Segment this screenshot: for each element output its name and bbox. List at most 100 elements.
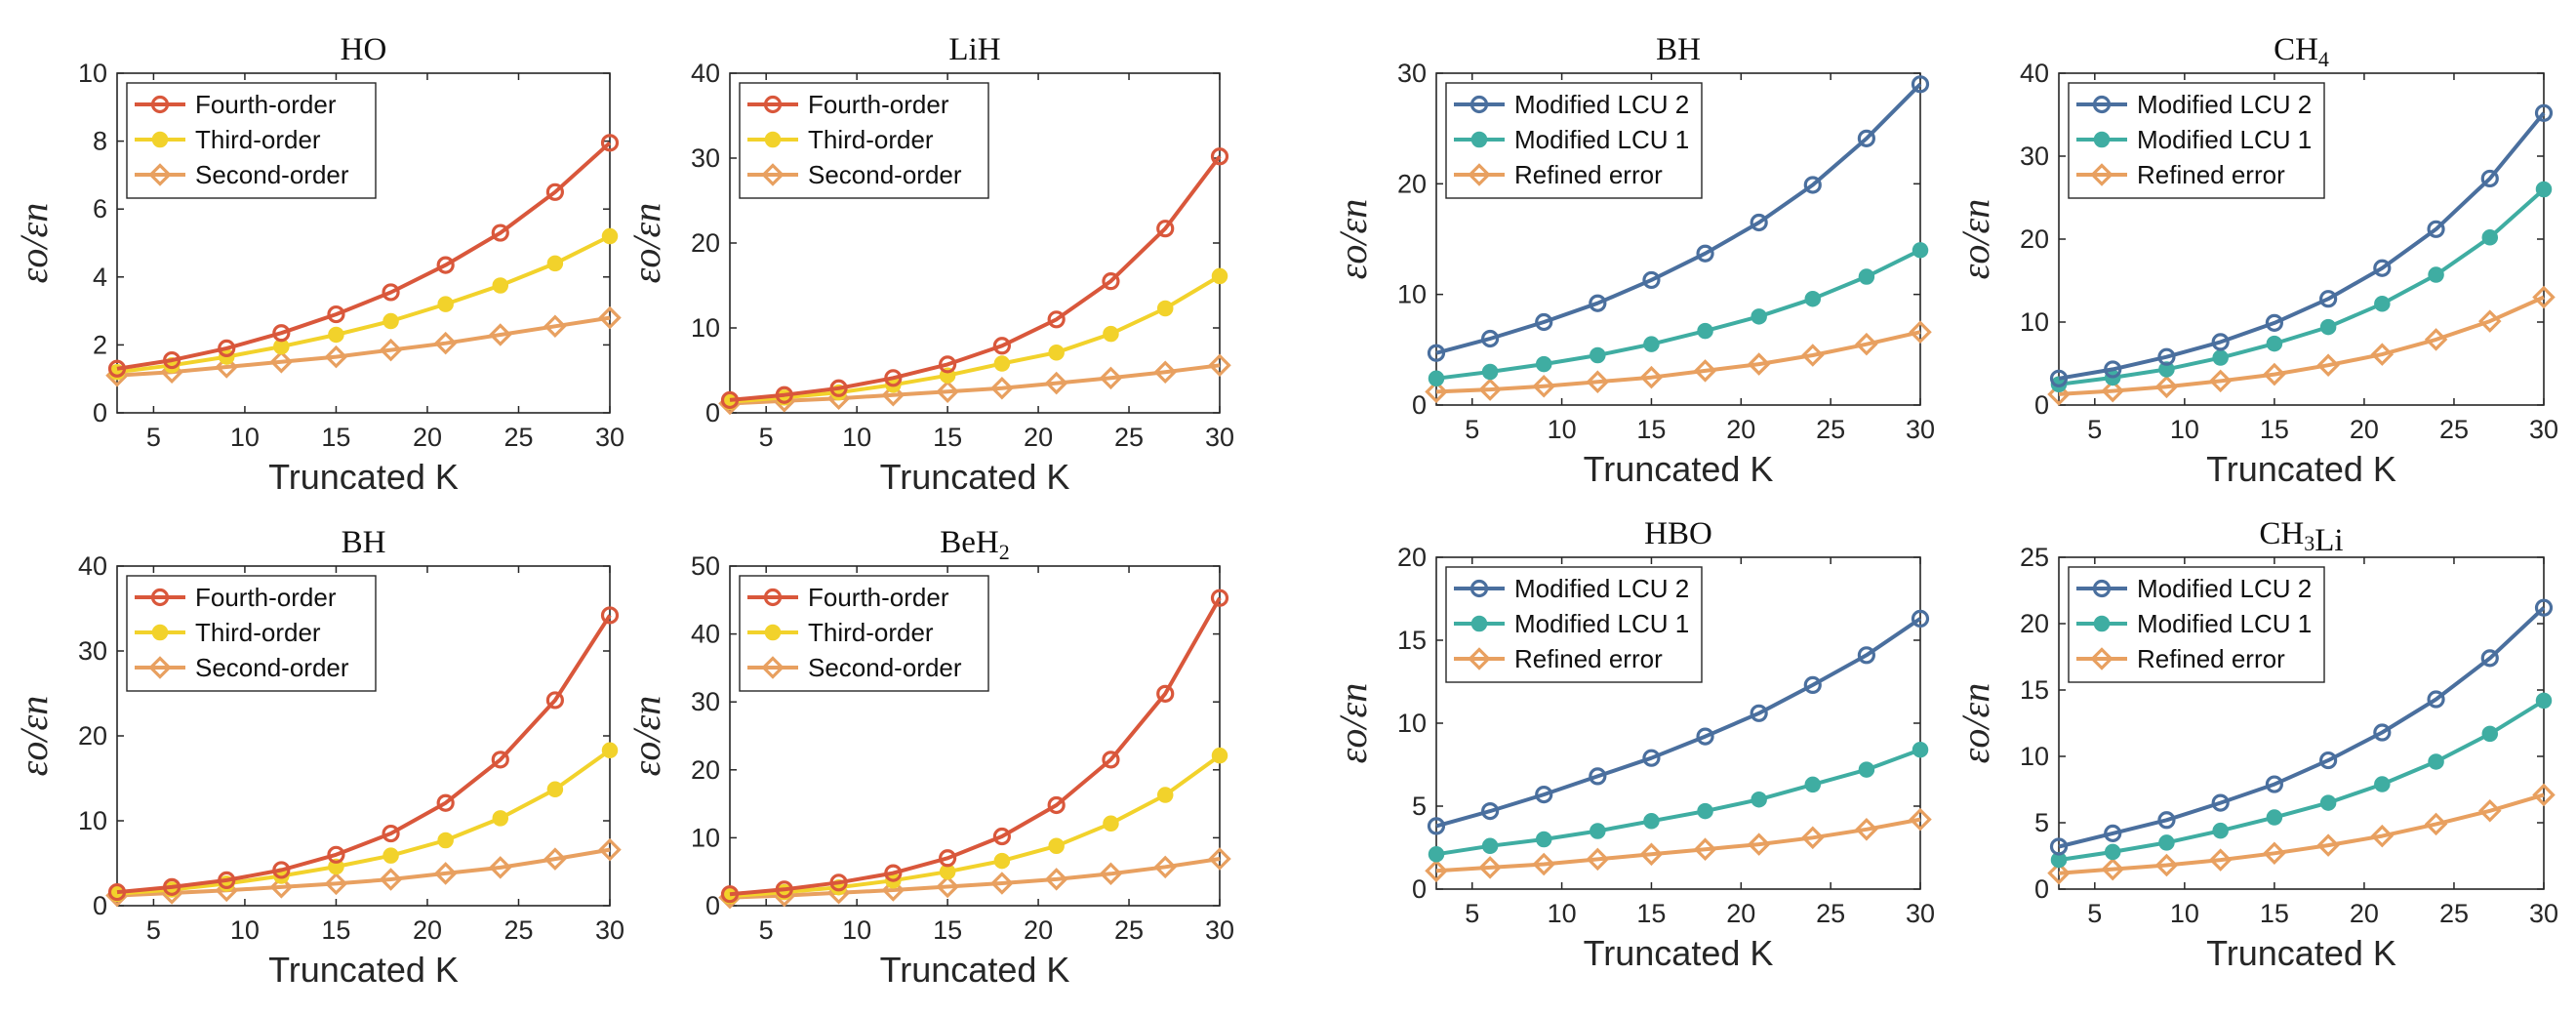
data-point	[163, 877, 181, 896]
legend-marker	[1468, 163, 1491, 186]
chart-panel-8: 5 10 15 20 25 30 0 5 10 15 20 25 CH3Li Truncated K εo/…	[1953, 516, 2558, 973]
y-tick-label: 20	[2020, 224, 2049, 254]
chart-panel-1: 5 10 15 20 25 30 0 2 4 6 8 10 HO Truncated K εo/εn Four…	[12, 32, 624, 497]
data-point	[1532, 374, 1555, 398]
x-tick-label: 25	[1114, 915, 1144, 945]
x-axis-label: Truncated K	[2206, 933, 2396, 973]
series-line-3	[1435, 330, 1921, 394]
legend-marker	[2090, 647, 2113, 670]
data-point	[218, 339, 236, 357]
data-point	[382, 283, 400, 302]
data-point	[2535, 181, 2553, 198]
x-axis-label: Truncated K	[880, 457, 1070, 497]
data-point	[2478, 309, 2502, 333]
data-point	[2158, 834, 2175, 851]
data-point	[1855, 332, 1878, 356]
chart-panel-4: 5 10 15 20 25 30 0 10 20 30 40 50 BeH2 Truncated K εo/…	[624, 525, 1234, 990]
y-tick-label: 20	[1397, 169, 1427, 198]
y-tick-label: 10	[1397, 280, 1427, 309]
data-point	[1048, 837, 1065, 855]
data-point	[1425, 859, 1448, 883]
y-tick-label: 30	[2020, 142, 2049, 171]
data-point	[1751, 791, 1767, 808]
data-point	[2535, 692, 2553, 710]
data-point	[1048, 344, 1065, 361]
legend: Fourth-order Third-order Second-order	[739, 575, 989, 692]
data-point	[107, 882, 127, 902]
legend-marker	[151, 624, 169, 641]
y-axis-label: εo/εn	[624, 696, 668, 777]
data-point	[1801, 826, 1825, 850]
series-line-3	[729, 857, 1221, 900]
legend-marker	[764, 624, 782, 641]
legend-marker	[761, 163, 785, 186]
data-point	[1697, 802, 1713, 820]
legend-marker	[763, 588, 783, 607]
data-point	[1103, 325, 1119, 343]
legend-entry: Fourth-order	[808, 90, 949, 119]
data-point	[1589, 294, 1607, 312]
legend-marker	[1468, 647, 1491, 670]
legend-entry: Modified LCU 2	[1514, 90, 1689, 119]
legend-entry: Second-order	[808, 160, 962, 189]
legend-entry: Refined error	[1514, 644, 1663, 673]
data-point	[936, 380, 959, 404]
data-point	[546, 255, 564, 272]
data-point	[1211, 267, 1228, 285]
data-point	[1586, 847, 1610, 872]
y-axis-label: εo/εn	[1953, 683, 1997, 764]
y-tick-label: 10	[691, 823, 720, 852]
y-tick-label: 30	[691, 687, 720, 716]
x-tick-label: 10	[842, 915, 871, 945]
legend-marker	[761, 656, 785, 679]
x-tick-label: 25	[1816, 899, 1845, 928]
x-tick-label: 15	[933, 915, 962, 945]
data-point	[1535, 355, 1552, 373]
legend: Fourth-order Third-order Second-order	[126, 575, 377, 692]
legend-marker	[148, 163, 172, 186]
x-tick-label: 25	[1114, 423, 1144, 452]
x-tick-label: 15	[2260, 415, 2289, 444]
y-tick-label: 0	[705, 891, 720, 920]
chart-panel-5: 5 10 15 20 25 30 0 10 20 30 BH Truncated K εo/εn Modi…	[1331, 32, 1935, 489]
data-point	[775, 880, 793, 899]
data-point	[328, 326, 344, 344]
data-point	[2104, 824, 2122, 842]
series-line-2	[116, 749, 612, 896]
data-point	[2316, 833, 2340, 857]
y-tick-label: 20	[1397, 543, 1427, 572]
y-tick-label: 40	[691, 59, 720, 88]
data-point	[1044, 371, 1068, 395]
x-tick-label: 5	[2087, 899, 2102, 928]
data-point	[1156, 300, 1174, 317]
data-point	[600, 134, 620, 152]
data-point	[543, 314, 567, 339]
data-point	[1804, 290, 1822, 307]
data-point	[2047, 383, 2071, 406]
data-point	[1099, 366, 1123, 390]
data-point	[2481, 725, 2499, 743]
legend-marker	[2090, 163, 2113, 186]
data-point	[2428, 266, 2444, 283]
series-line-1	[729, 155, 1222, 402]
legend-entry: Modified LCU 2	[2137, 574, 2312, 603]
data-point	[1044, 868, 1068, 891]
data-point	[436, 256, 455, 274]
data-point	[2101, 857, 2124, 881]
data-point	[433, 862, 458, 885]
panel-title: BH	[1656, 32, 1701, 67]
data-point	[2212, 822, 2229, 839]
data-point	[993, 355, 1011, 372]
data-point	[2478, 798, 2502, 823]
data-point	[1156, 787, 1174, 803]
x-tick-label: 20	[2350, 899, 2379, 928]
y-tick-label: 10	[2020, 307, 2049, 337]
data-point	[2157, 811, 2176, 830]
data-point	[2157, 347, 2176, 366]
x-tick-label: 10	[1548, 415, 1577, 444]
data-point	[492, 277, 509, 294]
data-point	[1535, 831, 1552, 848]
y-tick-label: 40	[691, 620, 720, 649]
legend-marker	[1469, 579, 1489, 598]
